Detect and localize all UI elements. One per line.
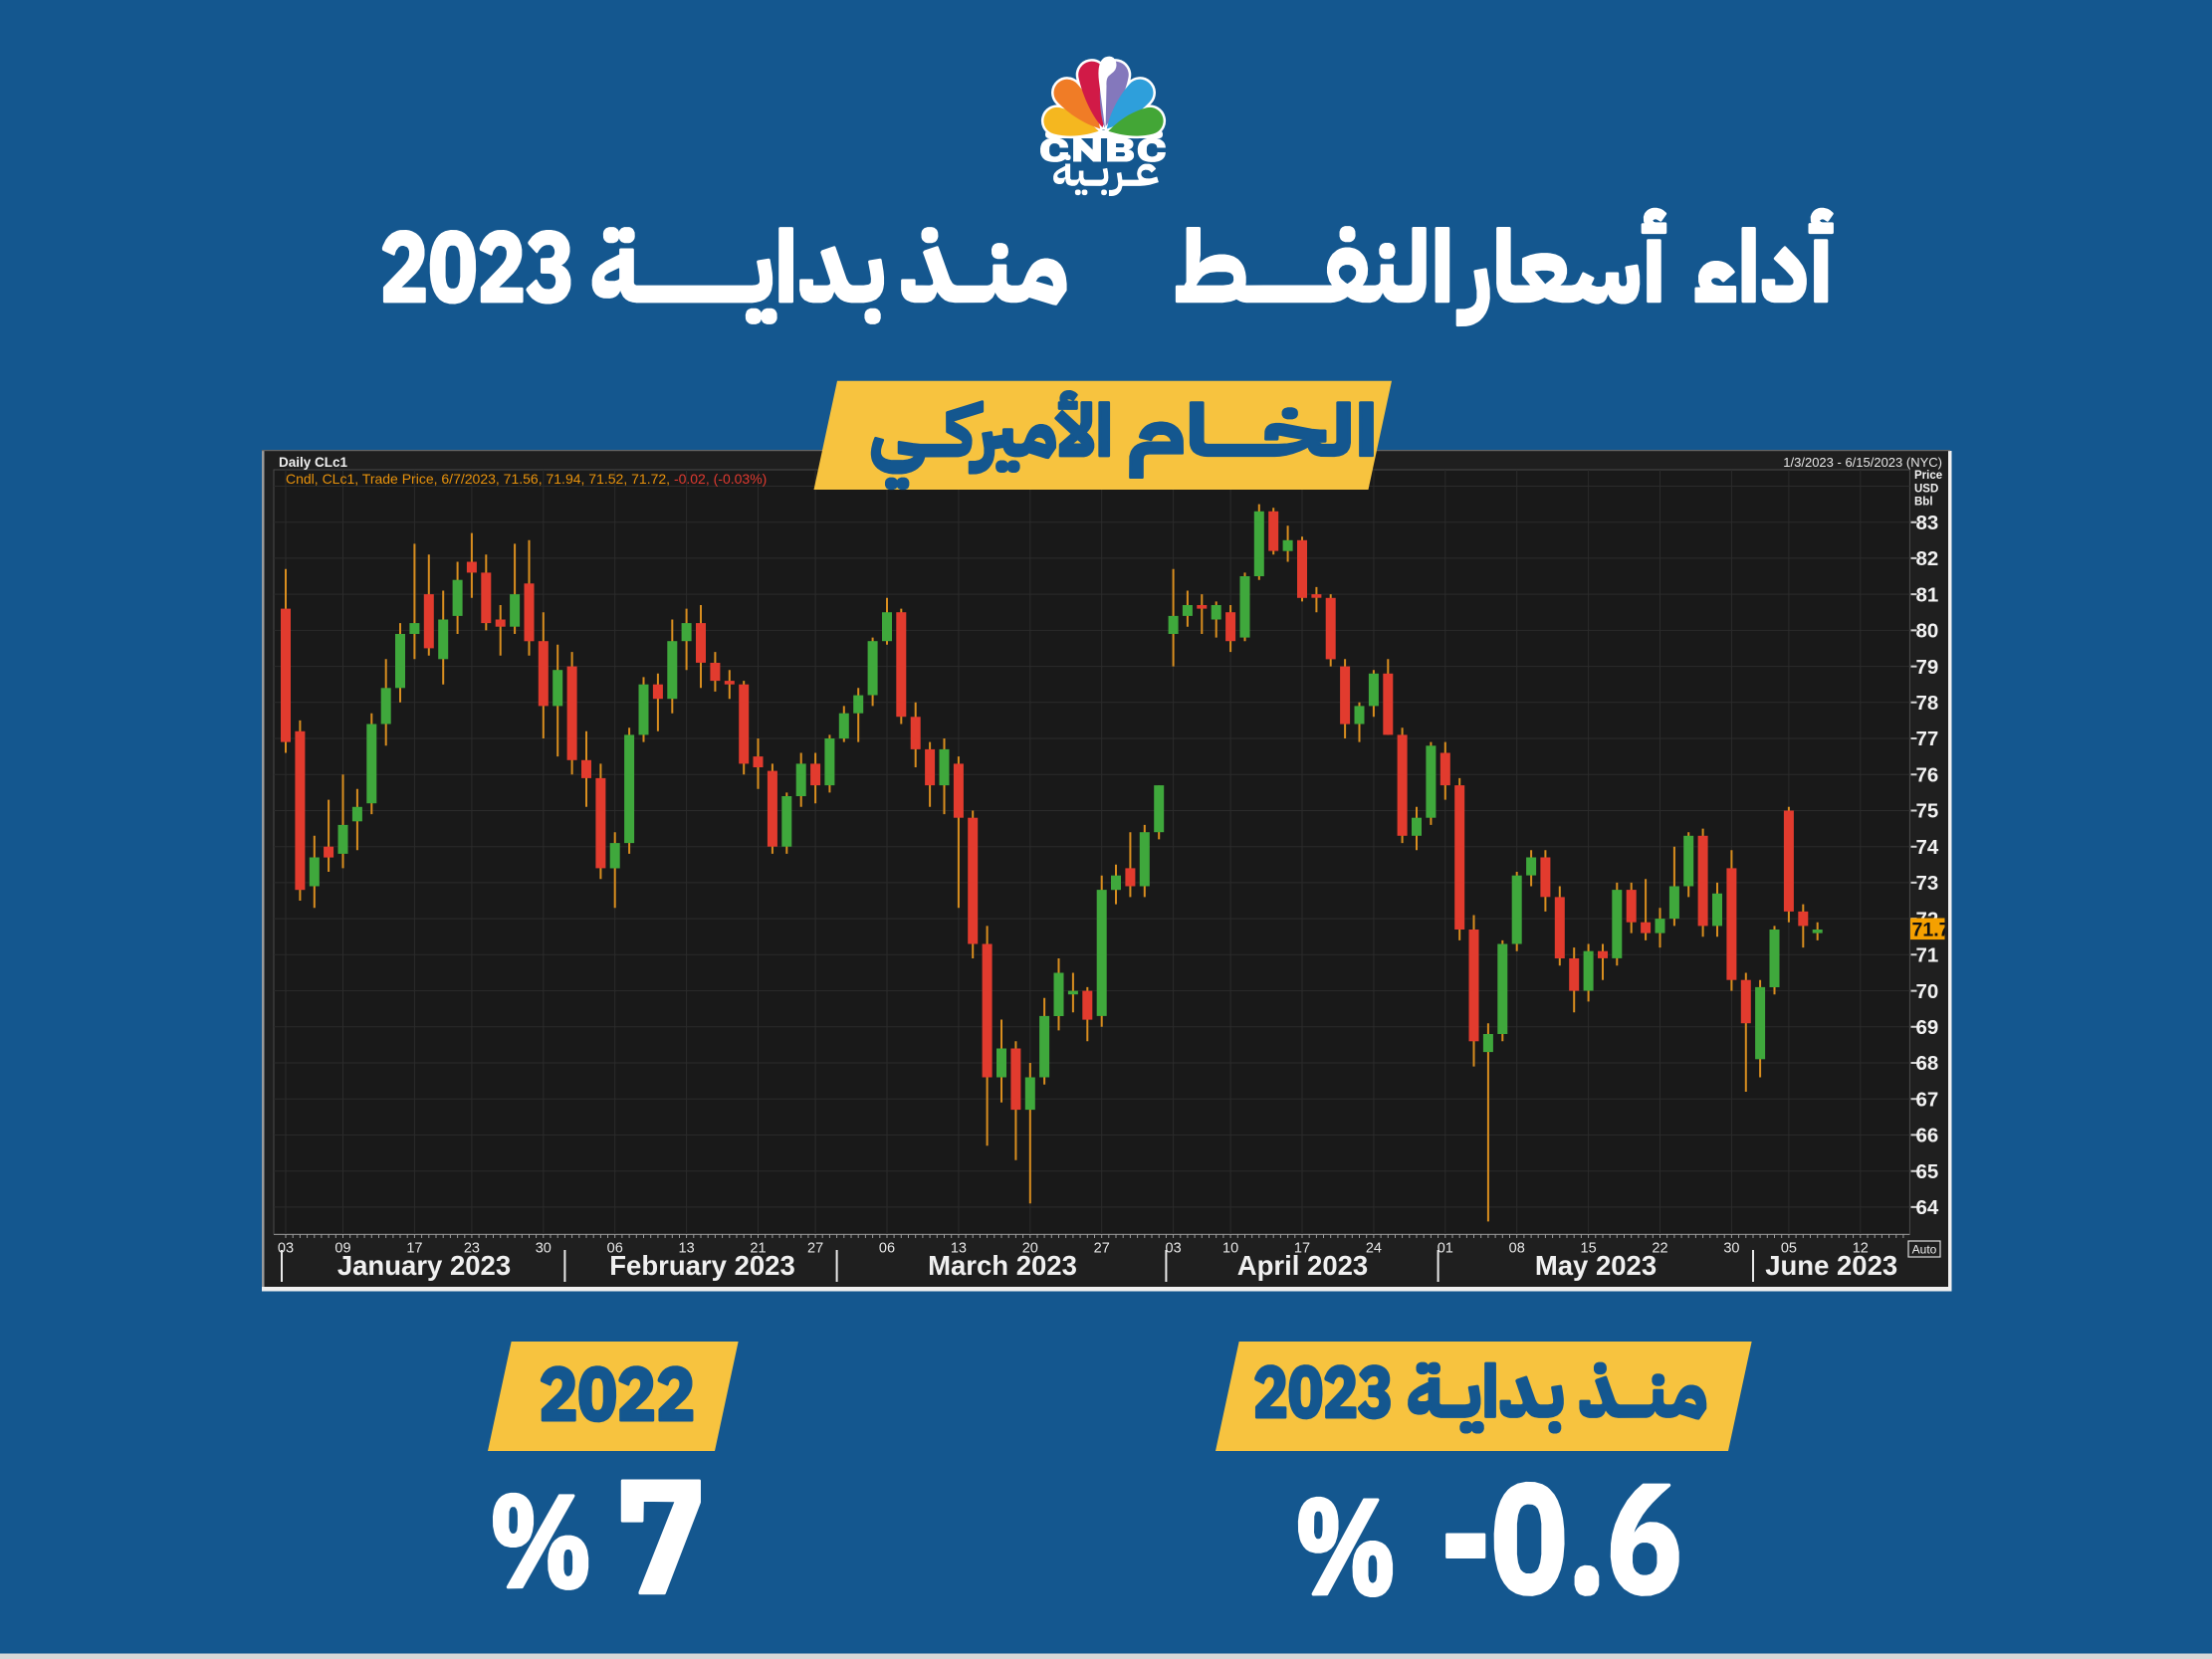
svg-text:1/3/2023 - 6/15/2023 (NYC): 1/3/2023 - 6/15/2023 (NYC) [1783,455,1942,470]
svg-text:24: 24 [1366,1241,1382,1257]
svg-text:13: 13 [679,1241,695,1257]
svg-text:06: 06 [607,1241,623,1257]
svg-text:83: 83 [1916,512,1939,534]
svg-text:June 2023: June 2023 [1765,1250,1897,1281]
svg-text:Price: Price [1914,470,1942,482]
svg-text:78: 78 [1916,692,1939,715]
svg-text:66: 66 [1916,1125,1939,1147]
svg-text:77: 77 [1916,727,1939,750]
svg-text:71: 71 [1916,944,1939,967]
svg-text:73: 73 [1916,872,1939,895]
svg-text:Cndl, CLc1, Trade Price, 6/7/2: Cndl, CLc1, Trade Price, 6/7/2023, 71.56… [286,471,767,487]
svg-text:30: 30 [1723,1241,1739,1257]
svg-text:76: 76 [1916,763,1939,786]
svg-text:06: 06 [879,1241,895,1257]
svg-text:79: 79 [1916,656,1939,679]
svg-text:10: 10 [1222,1241,1238,1257]
svg-text:15: 15 [1581,1241,1597,1257]
svg-text:23: 23 [464,1241,480,1257]
svg-text:February 2023: February 2023 [609,1250,795,1281]
svg-text:71.72: 71.72 [1912,920,1961,941]
svg-text:05: 05 [1781,1241,1797,1257]
svg-text:03: 03 [278,1241,294,1257]
svg-text:March 2023: March 2023 [928,1250,1077,1281]
svg-text:USD: USD [1914,483,1938,495]
svg-text:30: 30 [536,1241,552,1257]
svg-text:64: 64 [1916,1196,1939,1219]
svg-text:17: 17 [406,1241,422,1257]
svg-text:81: 81 [1916,583,1939,606]
svg-text:Auto: Auto [1912,1243,1937,1257]
svg-text:13: 13 [951,1241,967,1257]
svg-text:May 2023: May 2023 [1535,1250,1657,1281]
svg-text:82: 82 [1916,547,1939,570]
svg-text:01: 01 [1438,1241,1453,1257]
svg-text:75: 75 [1916,800,1939,823]
svg-text:68: 68 [1916,1052,1939,1075]
svg-text:January 2023: January 2023 [337,1250,511,1281]
svg-text:27: 27 [1094,1241,1110,1257]
svg-text:Bbl: Bbl [1914,497,1933,509]
svg-text:09: 09 [334,1241,350,1257]
svg-text:Daily CLc1: Daily CLc1 [279,455,348,470]
svg-text:April 2023: April 2023 [1237,1250,1368,1281]
svg-text:80: 80 [1916,620,1939,643]
svg-text:22: 22 [1652,1241,1667,1257]
svg-text:20: 20 [1022,1241,1038,1257]
svg-text:74: 74 [1916,836,1939,859]
svg-text:12: 12 [1853,1241,1869,1257]
svg-text:69: 69 [1916,1016,1939,1039]
svg-text:27: 27 [807,1241,823,1257]
svg-text:70: 70 [1916,980,1939,1003]
svg-text:08: 08 [1509,1241,1525,1257]
svg-text:17: 17 [1294,1241,1310,1257]
svg-text:03: 03 [1166,1241,1182,1257]
svg-text:67: 67 [1916,1088,1939,1111]
svg-text:65: 65 [1916,1160,1939,1183]
svg-text:21: 21 [750,1241,766,1257]
